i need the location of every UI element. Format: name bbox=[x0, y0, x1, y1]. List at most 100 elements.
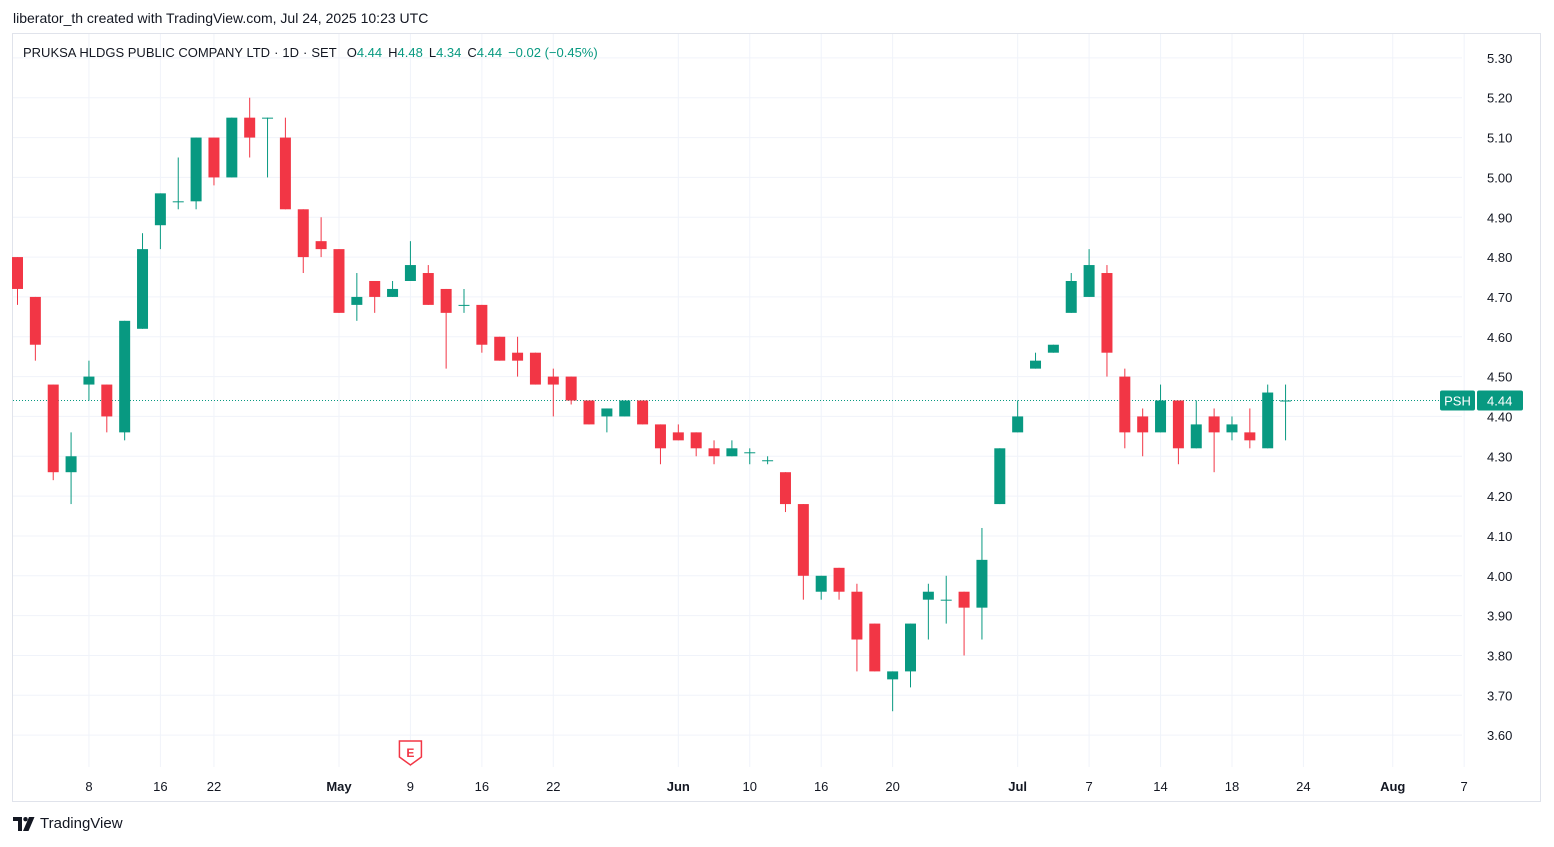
candle-body bbox=[512, 352, 524, 361]
candle-up[interactable] bbox=[1280, 384, 1292, 441]
symbol-legend: PRUKSA HLDGS PUBLIC COMPANY LTD · 1D · SET O4… bbox=[23, 45, 598, 60]
candle-down[interactable] bbox=[47, 384, 59, 481]
candle-down[interactable] bbox=[1244, 408, 1256, 449]
candle-up[interactable] bbox=[922, 583, 934, 640]
candle-down[interactable] bbox=[279, 117, 291, 210]
candle-body bbox=[672, 432, 684, 441]
candle-down[interactable] bbox=[494, 336, 506, 361]
candle-down[interactable] bbox=[476, 304, 488, 353]
candle-up[interactable] bbox=[1083, 249, 1095, 297]
y-tick-label: 5.00 bbox=[1487, 170, 1512, 185]
candle-down[interactable] bbox=[1119, 368, 1131, 449]
candle-down[interactable] bbox=[833, 567, 845, 600]
candle-down[interactable] bbox=[208, 137, 220, 186]
time-axis: 8 16 22 May 9 16 22 Jun 10 16 20 Jul 7 14 18 24 Aug 7 bbox=[85, 779, 1467, 794]
candle-up[interactable] bbox=[1030, 352, 1042, 369]
candle-body bbox=[1244, 432, 1256, 441]
candle-down[interactable] bbox=[851, 583, 863, 672]
candle-up[interactable] bbox=[1047, 344, 1059, 353]
candle-up[interactable] bbox=[1012, 400, 1024, 433]
candle-down[interactable] bbox=[565, 376, 577, 405]
candle-down[interactable] bbox=[101, 384, 113, 433]
candle-down[interactable] bbox=[12, 257, 23, 305]
candle-down[interactable] bbox=[244, 97, 256, 158]
tradingview-logo[interactable]: TradingView bbox=[13, 815, 123, 832]
tradingview-logo-icon bbox=[13, 816, 35, 831]
candle-up[interactable] bbox=[940, 575, 952, 624]
candle-up[interactable] bbox=[1226, 416, 1238, 441]
candle-body bbox=[1190, 424, 1202, 449]
candle-up[interactable] bbox=[994, 448, 1006, 505]
candle-up[interactable] bbox=[190, 137, 202, 210]
candle-down[interactable] bbox=[1101, 265, 1113, 377]
candle-down[interactable] bbox=[1137, 408, 1149, 457]
candle-up[interactable] bbox=[154, 193, 166, 250]
earnings-marker[interactable]: E bbox=[398, 740, 423, 766]
candle-down[interactable] bbox=[29, 296, 41, 361]
y-tick-label: 5.20 bbox=[1487, 91, 1512, 106]
candle-up[interactable] bbox=[1065, 273, 1077, 313]
candle-down[interactable] bbox=[958, 591, 970, 656]
candle-up[interactable] bbox=[601, 408, 613, 433]
candle-down[interactable] bbox=[369, 280, 381, 313]
candle-body bbox=[244, 117, 256, 138]
candle-down[interactable] bbox=[1208, 408, 1220, 473]
candle-up[interactable] bbox=[887, 671, 899, 712]
y-tick-label: 4.50 bbox=[1487, 370, 1512, 385]
candle-body bbox=[1030, 360, 1042, 369]
candle-up[interactable] bbox=[65, 432, 77, 505]
candle-body bbox=[404, 265, 416, 281]
candle-down[interactable] bbox=[440, 288, 452, 369]
candle-up[interactable] bbox=[744, 448, 756, 465]
candle-up[interactable] bbox=[226, 117, 238, 178]
candle-up[interactable] bbox=[262, 117, 274, 178]
candle-down[interactable] bbox=[547, 368, 559, 417]
candle-up[interactable] bbox=[172, 157, 184, 210]
candle-down[interactable] bbox=[869, 623, 881, 672]
candle-up[interactable] bbox=[351, 273, 363, 321]
candle-up[interactable] bbox=[905, 623, 916, 688]
candle-body bbox=[565, 376, 577, 401]
candle-body bbox=[262, 117, 274, 119]
candle-down[interactable] bbox=[637, 400, 649, 425]
candle-body bbox=[476, 304, 488, 345]
candle-down[interactable] bbox=[512, 336, 524, 377]
candle-up[interactable] bbox=[815, 575, 827, 600]
candle-down[interactable] bbox=[583, 400, 595, 425]
candle-body bbox=[619, 400, 631, 417]
candle-down[interactable] bbox=[779, 472, 791, 513]
y-tick-label: 5.10 bbox=[1487, 131, 1512, 146]
candle-up[interactable] bbox=[619, 400, 631, 417]
candle-up[interactable] bbox=[137, 233, 149, 329]
candle-up[interactable] bbox=[1190, 400, 1202, 449]
candle-body bbox=[422, 273, 434, 305]
candle-body bbox=[351, 296, 363, 305]
candle-up[interactable] bbox=[387, 280, 399, 297]
candle-up[interactable] bbox=[458, 288, 470, 313]
candle-down[interactable] bbox=[690, 432, 702, 457]
candle-up[interactable] bbox=[404, 241, 416, 281]
candle-up[interactable] bbox=[976, 527, 988, 640]
candle-down[interactable] bbox=[1172, 400, 1184, 465]
candle-body bbox=[583, 400, 595, 425]
candle-body bbox=[869, 623, 881, 672]
candle-up[interactable] bbox=[119, 320, 131, 441]
candle-up[interactable] bbox=[83, 360, 95, 401]
candle-up[interactable] bbox=[1262, 384, 1274, 449]
candle-down[interactable] bbox=[297, 209, 309, 274]
x-tick-label: May bbox=[326, 779, 352, 794]
candle-down[interactable] bbox=[315, 217, 327, 258]
candle-down[interactable] bbox=[333, 249, 345, 313]
candle-down[interactable] bbox=[797, 504, 809, 600]
candle-up[interactable] bbox=[762, 456, 774, 465]
legend-low-label: L bbox=[428, 45, 437, 60]
candle-down[interactable] bbox=[654, 424, 666, 465]
candle-up[interactable] bbox=[726, 440, 738, 457]
candle-down[interactable] bbox=[672, 424, 684, 441]
candle-down[interactable] bbox=[422, 265, 434, 305]
candle-body bbox=[708, 448, 720, 457]
candle-down[interactable] bbox=[529, 352, 541, 385]
candle-up[interactable] bbox=[1155, 384, 1167, 433]
candle-down[interactable] bbox=[708, 440, 720, 465]
